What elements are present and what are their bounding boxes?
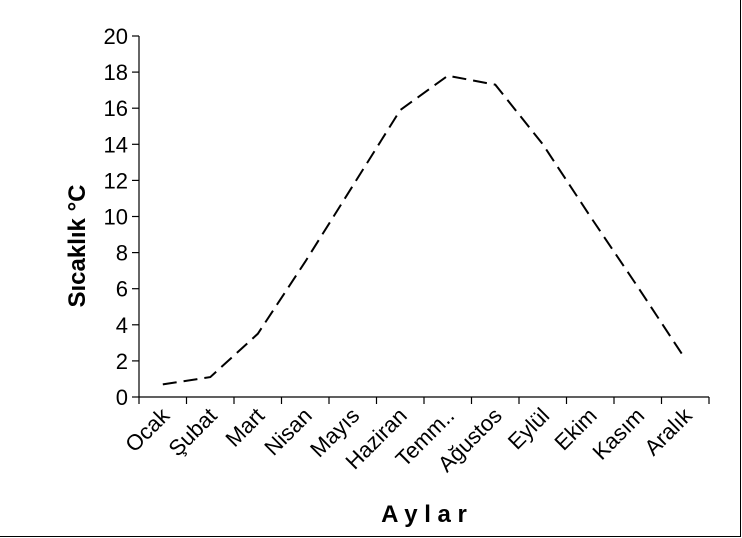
y-tick-label: 18 [104, 60, 128, 85]
x-tick-label: Kasım [588, 403, 650, 465]
x-axis: OcakŞubatMartNisanMayısHaziranTemm..Ağus… [120, 396, 710, 477]
y-tick-label: 2 [116, 349, 128, 374]
y-tick-label: 16 [104, 96, 128, 121]
y-tick-label: 8 [116, 241, 128, 266]
y-axis-title: Sıcaklık °C [64, 185, 91, 308]
series-layer [162, 74, 687, 386]
y-tick-label: 4 [116, 313, 128, 338]
x-tick-label: Aralık [639, 402, 697, 460]
y-tick-label: 14 [104, 132, 128, 157]
y-tick-label: 10 [104, 205, 128, 230]
x-tick-label: Şubat [163, 403, 221, 461]
y-tick-label: 6 [116, 277, 128, 302]
y-axis: 0 2 4 6 8 10 12 14 16 18 20 [104, 24, 140, 410]
x-axis-title: A y l a r [381, 501, 467, 528]
x-tick-label: Eylül [503, 403, 554, 454]
x-tick-label: Ocak [120, 402, 175, 457]
series-line [162, 74, 687, 386]
y-tick-label: 12 [104, 168, 128, 193]
x-tick-label: Nisan [259, 403, 316, 460]
y-tick-label: 20 [104, 24, 128, 49]
y-tick-label: 0 [116, 385, 128, 410]
